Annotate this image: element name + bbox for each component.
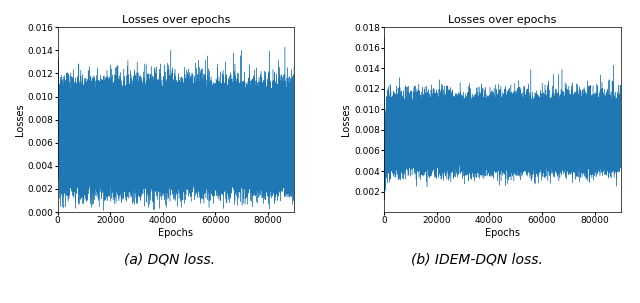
X-axis label: Epochs: Epochs: [159, 228, 193, 238]
Text: (b) IDEM-DQN loss.: (b) IDEM-DQN loss.: [411, 253, 543, 267]
Y-axis label: Losses: Losses: [15, 103, 25, 136]
Title: Losses over epochs: Losses over epochs: [122, 15, 230, 25]
X-axis label: Epochs: Epochs: [485, 228, 520, 238]
Y-axis label: Losses: Losses: [341, 103, 351, 136]
Title: Losses over epochs: Losses over epochs: [448, 15, 557, 25]
Text: (a) DQN loss.: (a) DQN loss.: [124, 253, 215, 267]
